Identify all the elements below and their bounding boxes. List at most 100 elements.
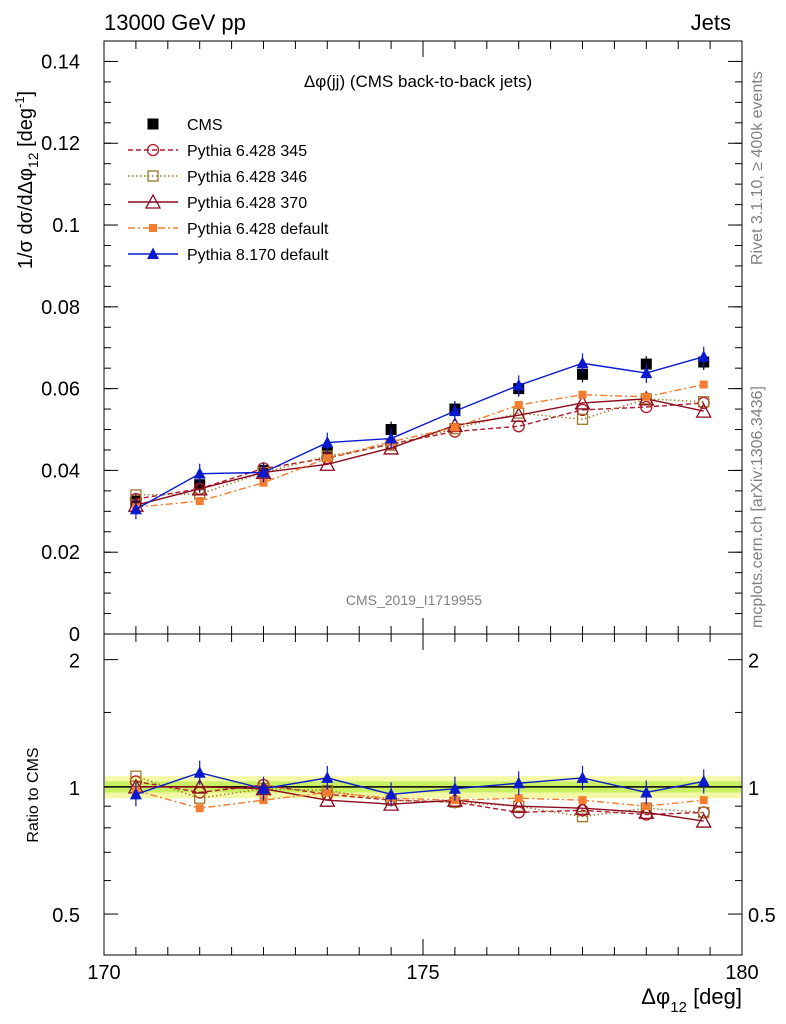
data-point: [512, 776, 525, 789]
data-point: [257, 782, 270, 794]
data-point: [195, 497, 204, 506]
main-y-tick-label: 0.04: [41, 460, 80, 482]
data-point: [191, 480, 208, 496]
data-point: [699, 796, 708, 805]
legend-label: Pythia 6.428 346: [187, 169, 307, 186]
data-point: [321, 436, 334, 448]
header-left: 13000 GeV pp: [104, 10, 246, 35]
data-point: [576, 771, 589, 783]
series-1: [129, 396, 710, 506]
data-point: [640, 366, 653, 379]
data-point: [578, 390, 587, 399]
data-point: [574, 394, 591, 410]
data-point: [385, 432, 398, 444]
data-point: [640, 400, 653, 414]
legend-label: Pythia 6.428 370: [187, 195, 307, 212]
data-point: [321, 771, 334, 783]
ylabel-unit: [deg: [15, 108, 37, 152]
data-point: [578, 796, 587, 805]
data-point: [698, 396, 710, 408]
watermark: CMS_2019_I1719955: [346, 592, 482, 608]
series-line: [135, 356, 704, 510]
series-line: [135, 398, 704, 496]
main-y-tick-label: 0.14: [41, 51, 80, 73]
data-point: [129, 787, 142, 800]
ratio-series-group: [127, 760, 712, 828]
data-point: [512, 378, 525, 391]
data-point: [698, 806, 710, 819]
xlabel-sub: 12: [670, 999, 687, 1016]
ratio-y-tick-label: 1: [69, 778, 80, 800]
main-ylabel-text: 1/σ dσ/dΔφ12 [deg-1]: [12, 91, 41, 269]
data-point: [323, 454, 332, 463]
legend-entry: Pythia 6.428 370: [128, 193, 307, 212]
main-y-ticks: 0 0.02 0.04 0.06 0.08 0.1 0.12 0.14: [41, 51, 742, 646]
x-tick-label: 175: [406, 962, 439, 984]
main-y-tick-label: 0.06: [41, 379, 80, 401]
main-y-tick-label: 0.12: [41, 133, 80, 155]
header-right: Jets: [691, 10, 731, 35]
data-point: [448, 782, 461, 794]
xlabel-unit: [deg]: [687, 984, 742, 1009]
data-point: [146, 143, 160, 157]
ylabel-close: ]: [15, 91, 37, 97]
data-point: [699, 380, 708, 389]
xlabel-phi: Δφ: [641, 984, 670, 1009]
data-point: [640, 785, 653, 798]
ratio-y-tick-label-right: 1: [748, 778, 759, 800]
data-point: [383, 439, 400, 455]
data-point: [450, 423, 459, 432]
data-point: [383, 795, 400, 811]
ratio-series-line: [135, 771, 704, 796]
x-ticks: 170 175 180: [87, 41, 759, 984]
chart-title: Δφ(jj) (CMS back-to-back jets): [304, 72, 532, 91]
legend: CMS Pythia 6.428 345 Pythia 6.428 346 Pythi…: [128, 117, 329, 264]
data-point: [510, 406, 527, 422]
main-y-tick-label: 0.02: [41, 542, 80, 564]
data-point: [193, 467, 206, 479]
legend-label: Pythia 6.428 345: [187, 143, 307, 160]
series-line: [135, 402, 704, 500]
legend-entry: Pythia 6.428 345: [128, 143, 307, 160]
mcplots-label: mcplots.cern.ch [arXiv:1306.3436]: [749, 386, 766, 628]
legend-label: Pythia 8.170 default: [187, 247, 329, 264]
ratio-y-tick-label-right: 2: [748, 651, 759, 673]
data-point: [697, 774, 710, 787]
ratio-ylabel: Ratio to CMS: [25, 747, 42, 842]
x-axis-label-text: Δφ12 [deg]: [641, 984, 742, 1016]
data-point: [510, 797, 527, 813]
legend-entry: Pythia 6.428 346: [128, 169, 307, 186]
data-point: [576, 811, 589, 823]
data-point: [195, 804, 204, 813]
main-y-tick-label: 0.1: [52, 215, 80, 237]
data-point: [257, 465, 270, 478]
x-axis-label: Δφ12 [deg]: [641, 984, 742, 1016]
main-series-group: [127, 346, 712, 520]
data-point: [514, 400, 523, 409]
data-point: [577, 368, 588, 380]
ratio-y-tick-label: 2: [69, 651, 80, 673]
data-point: [323, 788, 332, 797]
data-point: [147, 118, 159, 130]
data-point: [319, 455, 336, 471]
ratio-y-tick-label: 0.5: [52, 905, 80, 927]
data-point: [191, 778, 208, 794]
ylabel-sup: -1: [12, 96, 27, 108]
legend-label: CMS: [187, 117, 223, 134]
series-line: [135, 398, 704, 506]
data-point: [695, 812, 712, 828]
x-tick-label: 170: [87, 962, 120, 984]
ratio-series-line: [135, 789, 704, 809]
ratio-series-line: [135, 775, 704, 818]
data-point: [194, 479, 206, 491]
data-point: [642, 802, 651, 811]
data-point: [576, 403, 589, 417]
data-point: [574, 799, 591, 815]
rivet-label: Rivet 3.1.10, ≥ 400k events: [749, 71, 766, 265]
main-ylabel: 1/σ dσ/dΔφ12 [deg-1]: [12, 91, 41, 269]
ylabel-sub: 12: [25, 152, 41, 168]
series-0: [130, 354, 710, 510]
data-point: [144, 193, 162, 209]
ratio-series-line: [135, 786, 704, 822]
data-point: [514, 794, 523, 803]
